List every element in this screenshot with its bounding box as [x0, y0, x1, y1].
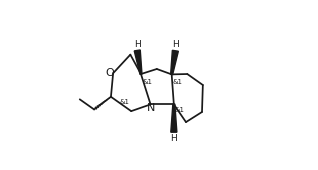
Text: &1: &1	[142, 79, 152, 85]
Text: O: O	[105, 67, 114, 78]
Polygon shape	[171, 104, 177, 132]
Polygon shape	[171, 50, 178, 74]
Text: &1: &1	[175, 107, 185, 113]
Text: H: H	[170, 134, 177, 143]
Text: N: N	[146, 103, 155, 113]
Polygon shape	[134, 50, 142, 74]
Text: &1: &1	[119, 99, 129, 105]
Text: H: H	[134, 40, 141, 49]
Text: &1: &1	[173, 79, 183, 85]
Text: H: H	[172, 40, 179, 49]
